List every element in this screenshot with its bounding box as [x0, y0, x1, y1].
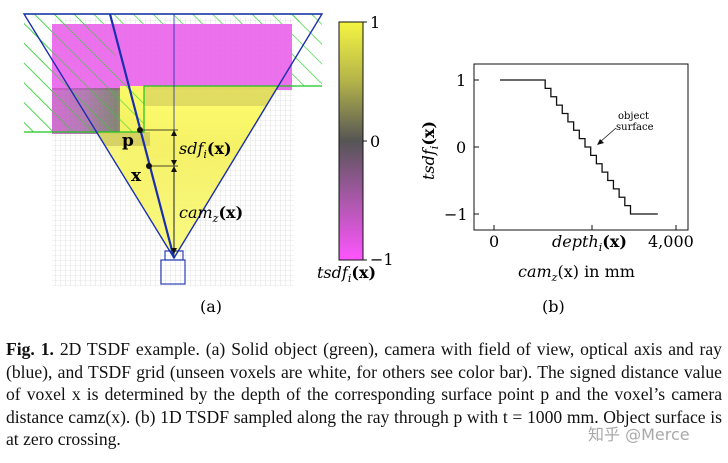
sdf-arrowhead-bottom: [171, 160, 177, 166]
annotation-arrow: [599, 127, 617, 143]
sdf-arrowhead-top: [171, 130, 177, 136]
caption-label: Fig. 1.: [6, 339, 54, 359]
label-p: p: [122, 131, 134, 151]
solid-object-right: [292, 14, 322, 86]
tsdf-series-line: [500, 79, 658, 215]
caption-line-2: axis and ray (blue), and TSDF grid (unse…: [6, 339, 722, 382]
solid-object-top: [24, 14, 322, 24]
colorbar-tick-label-1: 1: [370, 13, 380, 32]
solid-object-upper-left: [24, 14, 144, 132]
plot-frame: [473, 63, 689, 231]
x-tick-label-0: 0: [489, 232, 499, 251]
colorbar: 1 0 −1 tsdfi(x): [317, 13, 394, 285]
panel-b-label: (b): [542, 297, 565, 316]
object-outline: [24, 85, 322, 133]
annotation-surface: surface: [616, 122, 654, 133]
colorbar-gradient: [338, 21, 364, 261]
caption-line-1: 2D TSDF example. (a) Solid object (green…: [59, 339, 629, 359]
camz-arrowhead-top: [171, 166, 177, 172]
label-x: x: [131, 166, 142, 186]
near-surface-band: [144, 86, 294, 106]
annotation-object: object: [618, 111, 649, 122]
y-axis-label: tsdfi(x): [419, 121, 441, 180]
x-tick-label-depth: depthi(x): [552, 232, 627, 254]
figure: p x sdfi(x) camz(x) (a) 1 0 −1 tsdfi(x): [22, 13, 694, 316]
caption: Fig. 1. 2D TSDF example. (a) Solid objec…: [6, 338, 722, 451]
label-camz: camz(x): [179, 203, 243, 225]
colorbar-tick-label-0: 0: [370, 132, 380, 151]
y-tick-label-1: 1: [456, 71, 466, 90]
colorbar-label: tsdfi(x): [317, 263, 376, 285]
panel-b: 1 0 −1 0 depthi(x) 4,000 tsdfi(x) camz(x…: [419, 63, 694, 316]
ray: [108, 13, 176, 259]
camera-body: [160, 259, 186, 285]
colorbar-tick-label-neg1: −1: [370, 250, 394, 269]
x-axis-label: camz(x) in mm: [518, 262, 635, 284]
panel-a: p x sdfi(x) camz(x) (a): [22, 13, 324, 316]
y-tick-label-neg1: −1: [444, 205, 468, 224]
caption-line-3: The signed distance value of voxel x is …: [6, 361, 722, 405]
caption-line-4: surface point p and the voxel’s camera d…: [6, 384, 723, 427]
camz-arrowhead-bottom: [171, 248, 177, 254]
label-sdf: sdfi(x): [179, 139, 232, 161]
x-tick-label-4000: 4,000: [648, 232, 694, 251]
field-of-view: [22, 13, 324, 260]
annotation-arrowhead: [597, 139, 604, 145]
caption-line-5: the ray through p with t = 1000 mm. Obje…: [6, 406, 723, 450]
watermark: 知乎 @Merce: [588, 425, 690, 444]
panel-a-label: (a): [200, 297, 222, 316]
y-tick-label-0: 0: [456, 138, 466, 157]
